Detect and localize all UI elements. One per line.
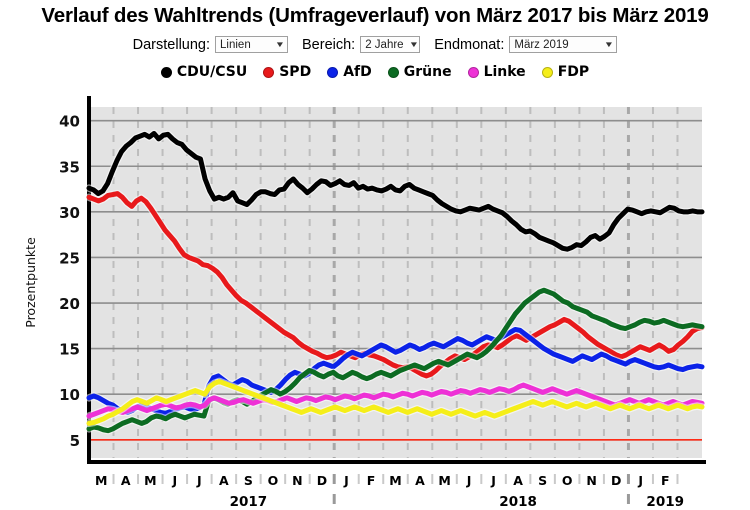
x-axis-month-label: N [586,473,596,488]
y-axis-tick-label: 5 [70,432,80,450]
x-axis-year-label: 2018 [499,494,537,508]
x-axis-month-label: J [171,473,177,488]
x-axis-month-label: M [144,473,156,488]
legend-item-label: AfD [343,64,372,80]
x-axis-month-label: S [244,473,253,488]
x-axis-month-label: M [389,473,401,488]
legend-color-dot [263,66,275,78]
control-endmonat: Endmonat: März 2019 ▼ [434,36,618,53]
control-bereich: Bereich: 2 Jahre ▼ [302,36,421,53]
x-axis-month-label: O [562,473,573,488]
y-axis-title: Prozentpunkte [23,237,38,328]
x-axis-year-label: 2017 [230,494,268,508]
x-axis-month-label: O [268,473,279,488]
x-axis-month-label: F [367,473,376,488]
series-line [86,287,705,434]
x-axis-month-label: S [538,473,547,488]
series-spd [85,189,706,380]
legend-item-label: Linke [483,64,526,80]
chevron-down-icon: ▼ [408,39,419,49]
y-axis-tick-label: 15 [59,341,80,359]
series-fdp [85,377,706,428]
legend-color-dot [327,66,339,78]
control-darstellung-label: Darstellung: [132,36,211,53]
x-axis-month-label: A [415,473,425,488]
x-axis-month-label: A [219,473,229,488]
legend-item-label: FDP [557,64,590,80]
y-axis-tick-label: 35 [59,158,80,176]
control-bereich-label: Bereich: [302,36,356,53]
legend-item-gr-ne[interactable]: Grüne [387,64,452,80]
darstellung-value: Linien [220,38,251,51]
x-axis-month-label: J [490,473,496,488]
legend-color-dot [541,66,553,78]
x-axis-month-label: N [292,473,302,488]
chart-legend: CDU/CSU SPD AfD Grüne Linke FDP [0,64,750,80]
x-axis-month-label: A [513,473,523,488]
legend-item-label: CDU/CSU [176,64,248,80]
chart-area: 5 10 15 20 25 30 35 40 Prozentpunkte M A M J J A S O N D J F… [0,88,750,508]
y-axis-tick-label: 30 [59,204,80,222]
x-axis-month-label: F [661,473,670,488]
legend-item-label: Grüne [403,64,452,80]
series-cdu-csu [85,129,706,253]
page-title: Verlauf des Wahltrends (Umfrageverlauf) … [41,4,709,27]
series-gr-ne [85,286,706,435]
chevron-down-icon: ▼ [604,39,615,49]
x-axis-month-label: A [121,473,131,488]
bereich-value: 2 Jahre [365,38,404,51]
legend-color-dot [387,66,399,78]
y-axis-tick-label: 20 [59,295,80,313]
series-line [86,378,705,426]
series-afd [85,325,706,418]
legend-item-linke[interactable]: Linke [467,64,526,80]
series-line [86,130,705,252]
x-axis-month-label: M [438,473,450,488]
x-axis-month-label: J [637,473,643,488]
control-endmonat-label: Endmonat: [434,36,505,53]
x-axis-year-label: 2019 [646,494,684,508]
legend-item-spd[interactable]: SPD [263,64,311,80]
chart-controls: Darstellung: Linien ▼ Bereich: 2 Jahre ▼… [0,36,750,53]
y-axis-tick-label: 40 [59,113,80,131]
y-axis-tick-label: 10 [59,386,80,404]
x-axis-month-label: D [317,473,327,488]
x-axis-month-label: D [611,473,621,488]
endmonat-value: März 2019 [514,38,569,51]
legend-color-dot [160,66,172,78]
legend-item-label: SPD [279,64,312,80]
chevron-down-icon: ▼ [274,39,286,49]
x-axis-month-label: J [466,473,472,488]
bereich-select[interactable]: 2 Jahre ▼ [360,36,421,53]
legend-item-afd[interactable]: AfD [327,64,372,80]
x-axis-month-label: M [95,473,107,488]
x-axis-month-label: J [343,473,349,488]
control-darstellung: Darstellung: Linien ▼ [132,36,289,53]
darstellung-select[interactable]: Linien ▼ [215,36,289,53]
series-line [86,382,705,419]
legend-color-dot [467,66,479,78]
series-linke [85,381,706,420]
y-axis-tick-label: 25 [59,249,80,267]
endmonat-select[interactable]: März 2019 ▼ [509,36,618,53]
legend-item-fdp[interactable]: FDP [541,64,590,80]
series-line [86,191,705,379]
legend-item-cdu-csu[interactable]: CDU/CSU [160,64,248,80]
series-line [86,326,705,416]
x-axis-month-label: J [196,473,202,488]
